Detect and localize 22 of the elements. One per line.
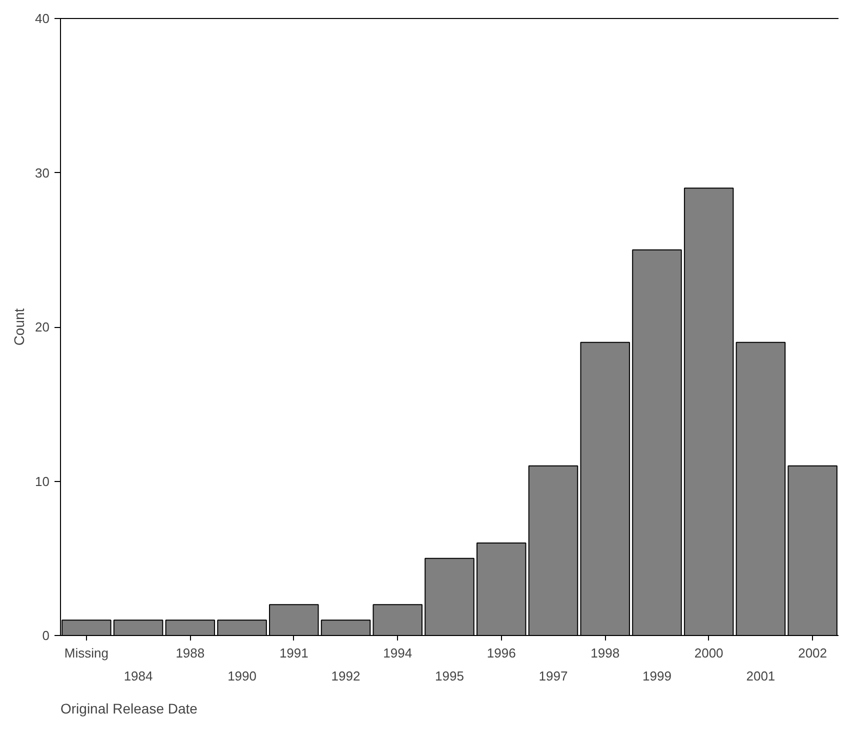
x-tick-label: 1995: [435, 668, 464, 684]
x-axis-title: Original Release Date: [60, 700, 198, 716]
x-tick-label: 2002: [798, 646, 828, 660]
x-tick-label: 2001: [746, 668, 776, 684]
y-tick-label: 0: [42, 628, 50, 643]
x-tick-label: Missing: [64, 646, 108, 660]
y-tick-label: 10: [35, 474, 50, 489]
x-tick-label: 1988: [176, 646, 205, 660]
y-tick-label: 30: [35, 165, 50, 180]
y-tick-label: 20: [35, 320, 50, 334]
x-tick-label: 2000: [694, 646, 724, 660]
x-tick-label: 1998: [590, 646, 620, 660]
x-tick-label: 1992: [331, 668, 360, 684]
x-tick-label: 1990: [228, 668, 256, 684]
x-tick-label: 1996: [486, 646, 516, 660]
y-tick-label: 40: [35, 11, 50, 26]
x-tick-label: 1999: [642, 668, 672, 684]
x-tick-label: 1984: [124, 668, 153, 684]
x-tick-label: 1994: [383, 646, 412, 660]
x-tick-label: 1997: [538, 668, 568, 684]
x-tick-label: 1991: [279, 646, 308, 660]
y-axis-title: Count: [11, 308, 28, 346]
